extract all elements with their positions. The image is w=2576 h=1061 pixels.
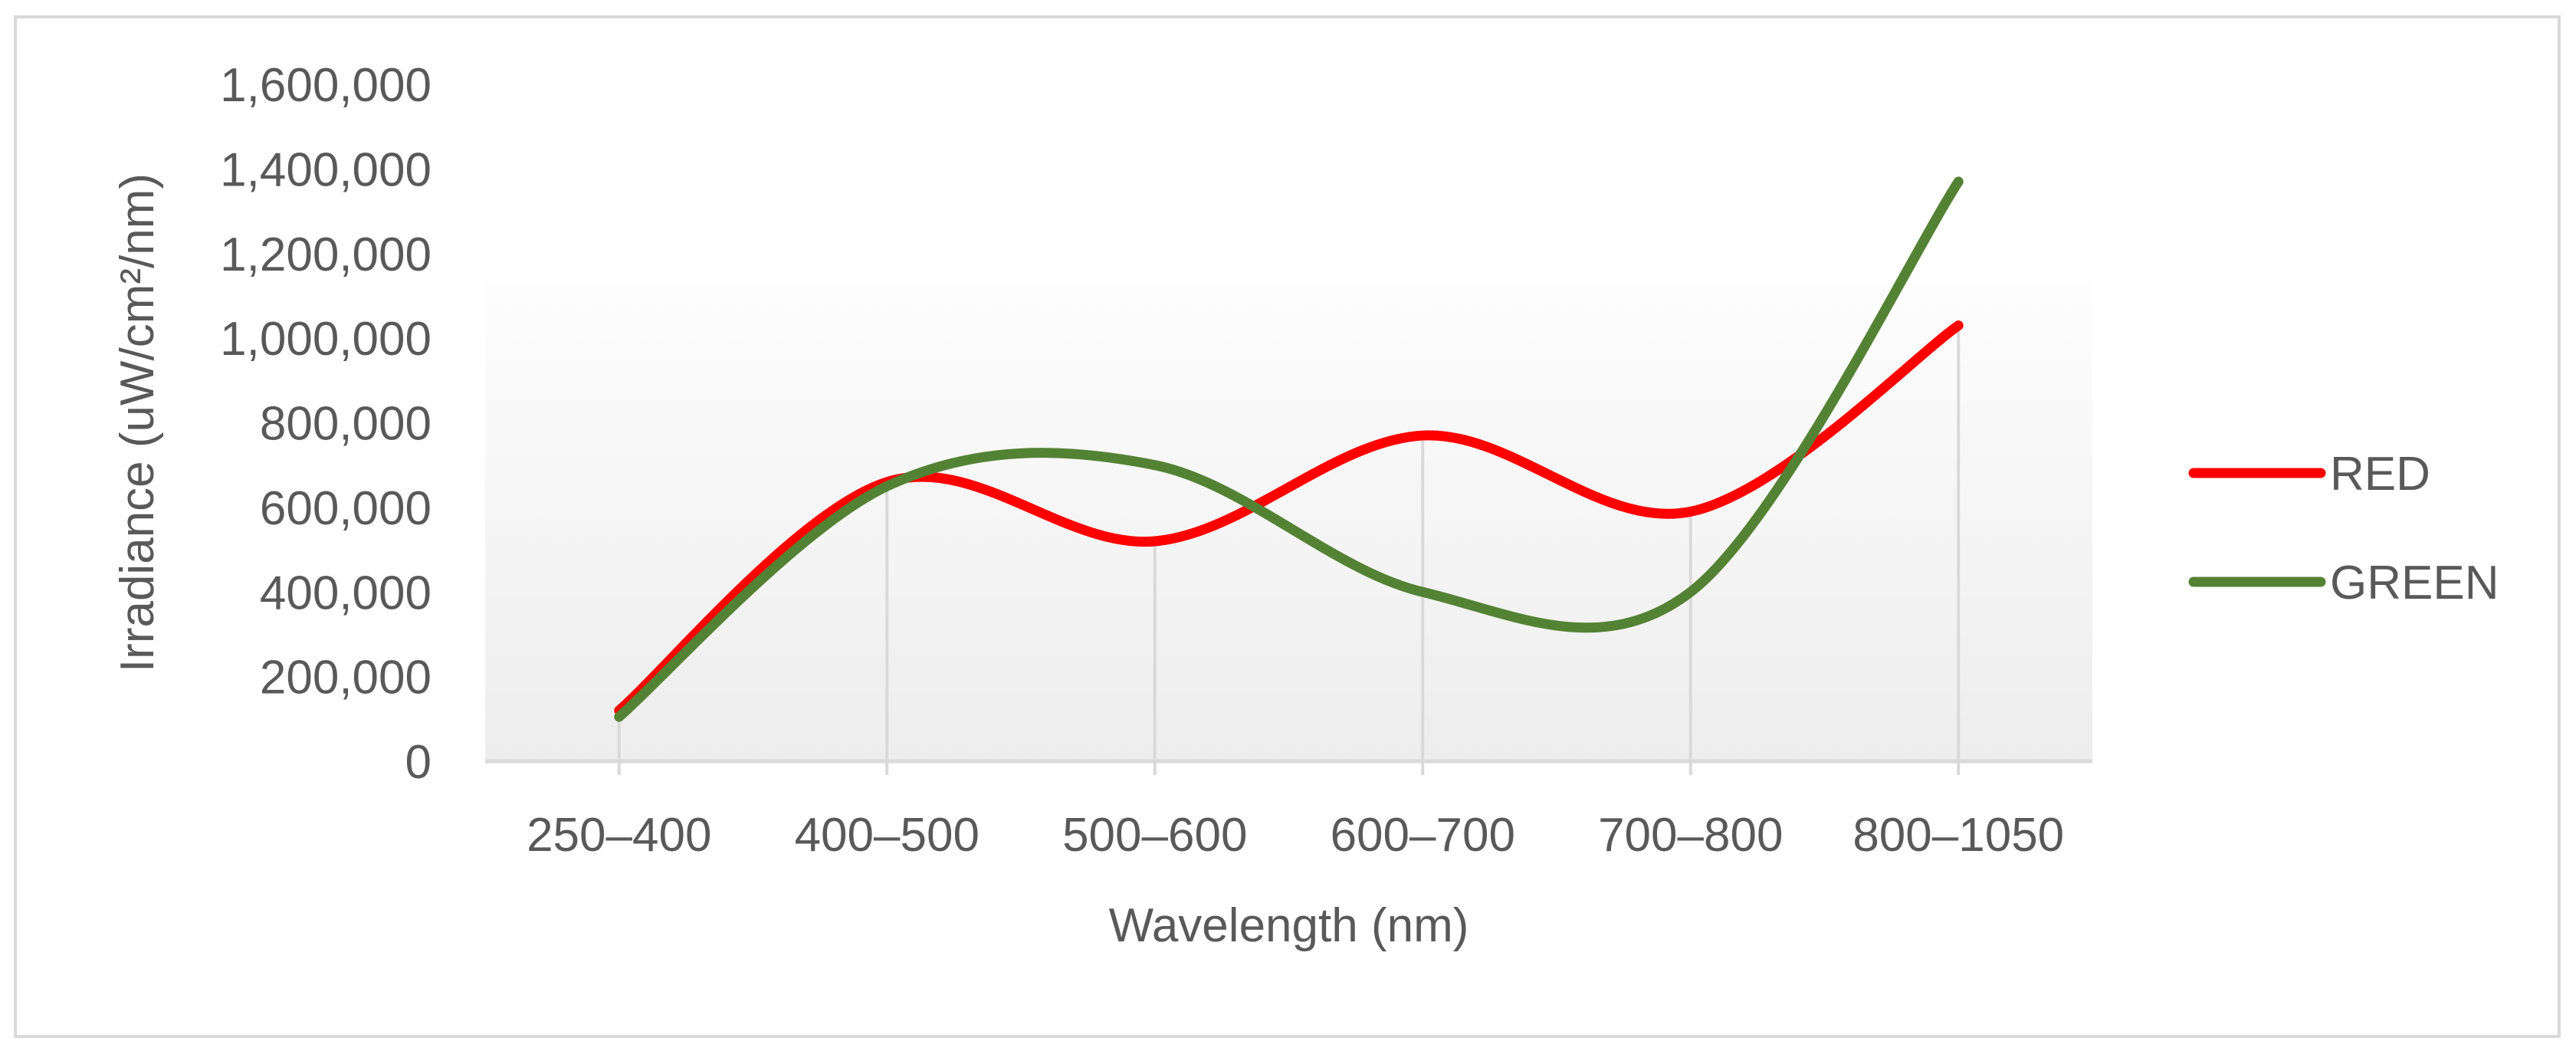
y-tick-label: 1,000,000 [220,313,432,366]
series-layer [614,176,1964,722]
legend-label-green: GREEN [2330,557,2499,609]
y-tick-label: 600,000 [260,482,432,535]
legend: RED GREEN [2188,448,2499,609]
y-tick-label: 800,000 [260,398,432,451]
y-tick-label: 200,000 [260,652,432,705]
y-tick-label: 0 [405,736,432,789]
x-tick-labels: 250–400 400–500 500–600 600–700 700–800 800–1… [527,809,2064,862]
y-tick-label: 1,200,000 [220,228,432,281]
x-tick-label: 500–600 [1062,809,1247,862]
y-axis-title: Irradiance (uW/cm²/nm) [111,173,164,672]
x-tick-label: 400–500 [795,809,980,862]
x-tick-label: 600–700 [1331,809,1515,862]
series-line-red [614,320,1964,716]
x-tick-label: 700–800 [1598,809,1783,862]
plot-area [485,238,2092,761]
legend-label-red: RED [2330,448,2430,501]
y-tick-label: 400,000 [260,567,432,619]
y-tick-label: 1,400,000 [220,143,432,196]
x-tick-label: 250–400 [527,809,711,862]
series-line-green [614,176,1964,722]
y-tick-labels: 0 200,000 400,000 600,000 800,000 1,000,000 1,… [220,59,432,789]
x-axis-title: Wavelength (nm) [1109,899,1469,952]
x-tick-label: 800–1050 [1852,809,2064,862]
y-tick-label: 1,600,000 [220,59,432,112]
